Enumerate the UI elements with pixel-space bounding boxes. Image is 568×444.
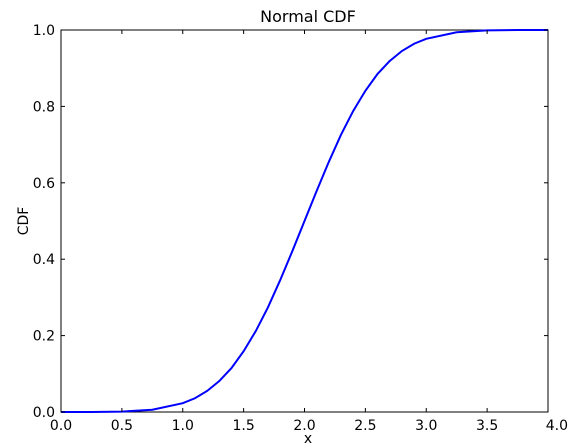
chart-title: Normal CDF [260,7,356,26]
y-axis: 0.0 0.2 0.4 0.6 0.8 1.0 [33,23,548,421]
y-tick-label: 0.6 [33,176,55,192]
x-tick-label: 1.0 [172,418,194,434]
x-tick-label: 4.0 [546,418,568,434]
x-tick-label: 0.5 [111,418,133,434]
x-tick-label: 3.0 [415,418,437,434]
x-tick-label: 0.0 [50,418,72,434]
x-tick-label: 2.0 [293,418,315,434]
y-tick-label: 0.2 [33,329,55,345]
y-tick-label: 0.4 [33,252,55,268]
y-axis-label: CDF [16,207,32,236]
y-tick-label: 1.0 [33,23,55,39]
x-tick-label: 3.5 [476,418,498,434]
x-axis: 0.0 0.5 1.0 1.5 2.0 2.5 3.0 3.5 4.0 [50,30,568,434]
plot-area [60,29,549,413]
x-tick-label: 2.5 [354,418,376,434]
cdf-line [61,29,548,413]
y-tick-label: 0.0 [33,405,55,421]
y-tick-label: 0.8 [33,99,55,115]
x-tick-label: 1.5 [232,418,254,434]
x-axis-label: x [304,431,312,444]
